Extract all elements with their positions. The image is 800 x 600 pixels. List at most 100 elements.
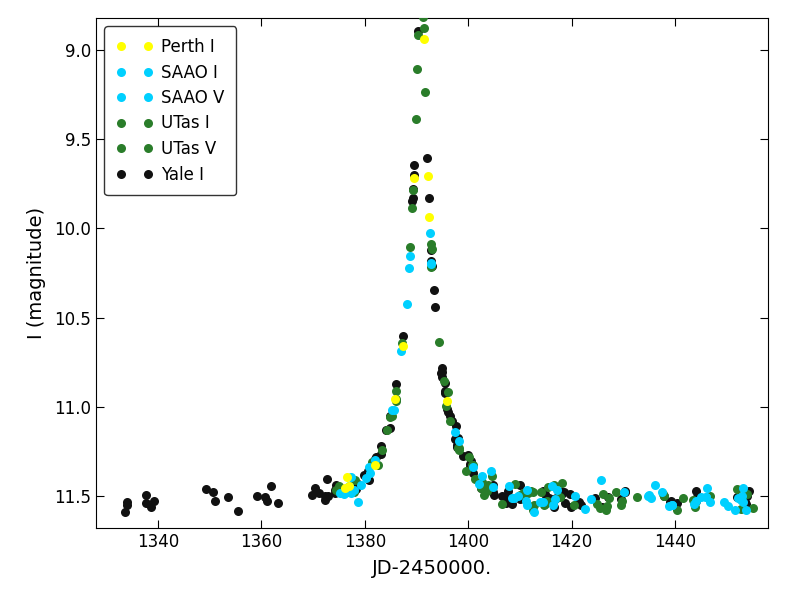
SAAO V	[690, 500, 699, 508]
UTas V	[418, 14, 428, 21]
SAAO I	[535, 499, 545, 506]
Perth I	[398, 342, 407, 349]
SAAO I	[644, 491, 654, 499]
UTas I	[602, 506, 611, 514]
Perth I	[370, 461, 380, 468]
UTas I	[737, 505, 746, 512]
SAAO I	[353, 499, 362, 506]
SAAO I	[664, 502, 674, 509]
SAAO I	[396, 347, 406, 355]
SAAO V	[426, 260, 436, 267]
UTas I	[678, 494, 688, 502]
UTas I	[434, 338, 444, 345]
SAAO I	[450, 428, 460, 436]
UTas I	[407, 205, 417, 212]
UTas I	[331, 486, 341, 493]
SAAO V	[370, 457, 380, 464]
SAAO I	[356, 481, 366, 488]
SAAO I	[570, 493, 580, 500]
Line: UTas I: UTas I	[331, 23, 758, 515]
SAAO I	[522, 497, 531, 505]
SAAO V	[702, 484, 712, 491]
SAAO I	[619, 488, 629, 496]
UTas I	[467, 461, 477, 469]
SAAO I	[701, 494, 710, 501]
UTas V	[385, 414, 394, 421]
Perth I	[419, 35, 429, 43]
SAAO I	[509, 494, 518, 502]
SAAO I	[538, 498, 548, 505]
Yale I	[121, 509, 130, 516]
UTas I	[487, 473, 497, 480]
Perth I	[423, 172, 433, 179]
SAAO I	[406, 253, 415, 260]
SAAO V	[696, 493, 706, 500]
Perth I	[342, 473, 352, 481]
UTas V	[413, 31, 422, 38]
SAAO V	[530, 508, 539, 515]
Yale I	[744, 488, 754, 495]
UTas V	[408, 187, 418, 194]
SAAO I	[586, 496, 596, 503]
SAAO V	[513, 492, 522, 499]
SAAO V	[642, 493, 652, 500]
UTas V	[426, 263, 436, 271]
SAAO V	[658, 488, 667, 496]
UTas V	[602, 502, 612, 509]
UTas V	[464, 454, 474, 461]
Perth I	[409, 175, 418, 182]
SAAO I	[668, 502, 678, 509]
UTas V	[549, 482, 558, 489]
Perth I	[344, 482, 354, 490]
UTas V	[468, 461, 478, 468]
SAAO I	[362, 474, 371, 481]
SAAO V	[719, 498, 729, 505]
Line: UTas V: UTas V	[350, 13, 611, 511]
SAAO I	[346, 473, 356, 481]
SAAO I	[702, 493, 711, 500]
SAAO I	[667, 502, 677, 509]
SAAO I	[454, 438, 464, 445]
SAAO I	[738, 498, 748, 505]
Yale I	[463, 451, 473, 458]
Perth I	[425, 214, 434, 221]
SAAO V	[426, 260, 436, 267]
SAAO I	[724, 502, 734, 509]
UTas V	[367, 458, 377, 466]
SAAO I	[691, 497, 701, 505]
Yale I	[146, 503, 156, 511]
Perth I	[390, 396, 399, 403]
SAAO I	[365, 464, 374, 471]
SAAO I	[596, 476, 606, 484]
SAAO I	[468, 464, 478, 471]
SAAO I	[344, 482, 354, 490]
Yale I	[447, 418, 457, 425]
Legend: Perth I, SAAO I, SAAO V, UTas I, UTas V, Yale I: Perth I, SAAO I, SAAO V, UTas I, UTas V,…	[104, 26, 236, 195]
UTas V	[558, 479, 567, 487]
SAAO V	[474, 480, 483, 487]
SAAO V	[504, 482, 514, 490]
SAAO I	[346, 489, 356, 496]
SAAO I	[404, 264, 414, 271]
UTas I	[748, 505, 758, 512]
SAAO V	[488, 484, 498, 491]
Y-axis label: I (magnitude): I (magnitude)	[27, 207, 46, 339]
SAAO V	[738, 492, 747, 499]
Yale I	[549, 503, 558, 511]
SAAO I	[486, 467, 495, 475]
Line: SAAO V: SAAO V	[349, 0, 747, 517]
UTas I	[418, 25, 428, 32]
SAAO I	[646, 494, 655, 501]
Yale I	[323, 493, 333, 500]
SAAO I	[741, 506, 750, 514]
SAAO I	[402, 300, 411, 307]
Perth I	[442, 398, 451, 405]
SAAO I	[339, 490, 349, 497]
SAAO I	[552, 486, 562, 493]
UTas V	[592, 500, 602, 508]
UTas V	[510, 481, 519, 488]
UTas V	[543, 483, 553, 490]
SAAO V	[548, 502, 558, 509]
Perth I	[340, 485, 350, 492]
SAAO I	[335, 490, 345, 497]
